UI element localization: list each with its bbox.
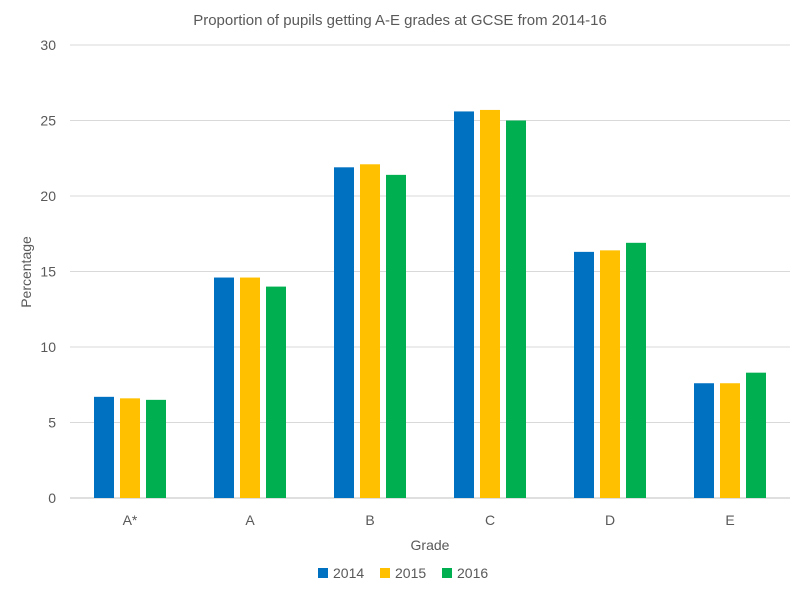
bar-2015-D — [600, 250, 620, 498]
bar-2015-B — [360, 164, 380, 499]
legend: 2014 2015 2016 — [318, 565, 488, 581]
bar-2016-C — [506, 120, 526, 498]
legend-label: 2014 — [333, 565, 364, 581]
x-tick-label: D — [605, 512, 615, 528]
chart-title: Proportion of pupils getting A-E grades … — [193, 12, 607, 29]
x-tick-label: C — [485, 512, 495, 528]
legend-swatch — [380, 568, 390, 578]
bar-2014-C — [454, 111, 474, 498]
bar-2015-E — [720, 383, 740, 498]
bar-2014-E — [694, 383, 714, 498]
legend-swatch — [442, 568, 452, 578]
x-tick-label: E — [725, 512, 734, 528]
bar-2016-D — [626, 242, 646, 498]
legend-item-2016: 2016 — [442, 565, 488, 581]
legend-label: 2015 — [395, 565, 426, 581]
y-axis-title: Percentage — [18, 236, 34, 308]
bar-2016-A — [266, 286, 286, 498]
bar-2014-D — [574, 251, 594, 498]
y-tick-label: 10 — [40, 339, 56, 355]
y-tick-label: 25 — [40, 113, 56, 129]
legend-label: 2016 — [457, 565, 488, 581]
bar-2016-E — [746, 372, 766, 498]
bar-2015-A — [240, 277, 260, 498]
y-tick-label: 15 — [40, 264, 56, 280]
x-axis-ticks: A* A B C D E — [123, 512, 735, 528]
x-axis-title: Grade — [411, 537, 450, 553]
y-axis-ticks: 0 5 10 15 20 25 30 — [40, 37, 56, 506]
y-tick-label: 20 — [40, 188, 56, 204]
gridlines — [70, 44, 790, 499]
bar-2015-C — [480, 109, 500, 499]
y-tick-label: 5 — [48, 415, 56, 431]
x-tick-label: A — [245, 512, 255, 528]
bar-2016-A* — [146, 399, 166, 498]
x-tick-label: A* — [123, 512, 138, 528]
legend-item-2015: 2015 — [380, 565, 426, 581]
legend-item-2014: 2014 — [318, 565, 364, 581]
bar-2014-B — [334, 167, 354, 498]
y-tick-label: 0 — [48, 490, 56, 506]
bar-2014-A — [214, 277, 234, 498]
bar-2014-A* — [94, 396, 114, 498]
bar-2015-A* — [120, 398, 140, 498]
bars — [94, 109, 766, 499]
legend-swatch — [318, 568, 328, 578]
bar-2016-B — [386, 174, 406, 499]
x-tick-label: B — [365, 512, 374, 528]
y-tick-label: 30 — [40, 37, 56, 53]
